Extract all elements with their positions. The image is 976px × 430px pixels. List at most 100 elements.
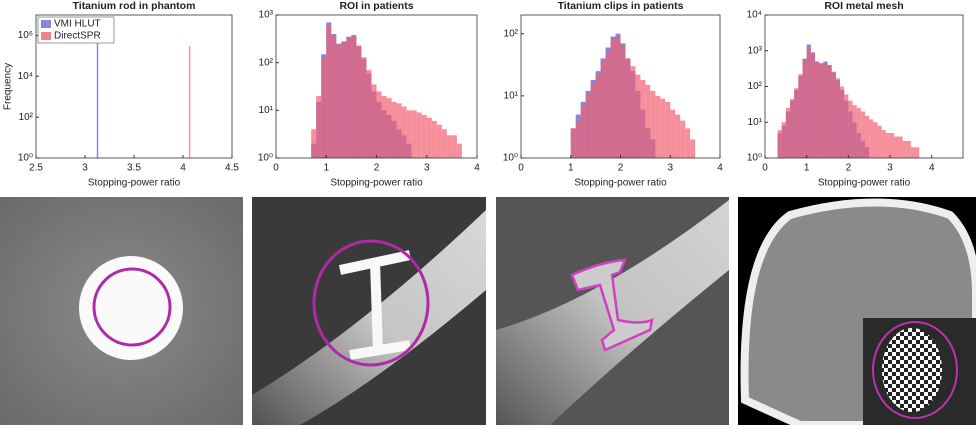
bar [610,39,616,159]
bar [401,106,407,158]
bar [391,101,397,158]
bar [620,45,626,159]
histogram: 0 1 2 3 4 10⁰ 10¹ 10² Titanium clips in patients… [503,0,723,189]
legend-swatch [41,32,51,40]
bar [910,147,916,158]
x-tick-label: 0 [762,163,768,174]
bar [645,84,651,158]
bar [331,35,337,158]
bar [188,46,191,158]
x-tick-label: 0 [273,163,279,174]
bar [860,111,866,158]
bar [675,114,681,158]
bar [615,36,621,158]
chart-title: Titanium clips in patients [558,0,684,12]
bar [906,140,911,158]
x-tick-label: 1 [323,163,329,174]
bar [827,65,832,158]
bar [665,101,671,158]
x-tick-label: 2 [846,163,852,174]
bar [625,58,631,158]
histogram: 2.5 3 3.5 4 4.5 10⁰ 10² 10⁴ 10⁶ Titanium rod in p… [3,0,240,189]
bar [869,119,874,158]
bar [575,120,581,158]
bar [856,108,861,158]
bar [436,124,442,158]
y-tick-label: 10² [259,57,274,68]
bar [421,114,427,158]
x-tick-label: 3 [667,163,673,174]
roi-contour [872,321,958,419]
bar [915,147,920,158]
bar [341,42,347,158]
bar [311,129,317,158]
bar [590,83,596,158]
bar [336,44,342,159]
ct-images [0,197,976,429]
x-tick-label: 2.5 [29,163,43,174]
y-tick-label: 10¹ [504,90,519,101]
bar [798,74,803,158]
bar [802,60,807,159]
bar [451,135,457,158]
y-tick-label: 10⁴ [747,10,762,21]
bar [351,36,357,158]
chart-title: ROI in patients [339,0,413,12]
bar [831,71,836,158]
bar [595,74,601,158]
bar [650,90,656,158]
x-axis-label: Stopping-power ratio [88,178,181,189]
bar [865,115,870,158]
bar [326,25,332,158]
x-tick-label: 2 [618,163,624,174]
y-tick-label: 10⁰ [503,153,518,164]
bar [376,91,382,158]
bar [806,46,811,158]
x-axis-label: Stopping-power ratio [818,178,911,189]
x-tick-label: 3 [887,163,893,174]
bar [781,122,786,158]
y-tick-label: 10⁰ [747,153,762,164]
chart-title: ROI metal mesh [824,0,903,12]
bar [881,130,886,158]
x-tick-label: 0 [518,163,524,174]
histogram: 0 1 2 3 4 10⁰ 10¹ 10² 10³ ROI in patients Stopping… [258,0,480,189]
clip-contour [570,258,654,352]
y-tick-label: 10² [504,28,519,39]
bar [902,140,907,158]
x-tick-label: 4 [717,163,723,174]
y-tick-label: 10⁴ [18,71,33,82]
bar [777,130,782,158]
bar [655,95,661,158]
bar [630,66,636,158]
bar [361,57,367,158]
bar [96,39,99,158]
bar [386,98,392,158]
bar [371,84,377,158]
x-tick-label: 4 [180,163,186,174]
x-tick-label: 4.5 [225,163,239,174]
bar [894,136,899,158]
y-tick-label: 10¹ [748,117,763,128]
bar [605,52,611,159]
bar [321,57,327,158]
y-tick-label: 10³ [259,10,274,21]
x-axis-label: Stopping-power ratio [330,178,423,189]
x-tick-label: 2 [374,163,380,174]
legend-label: DirectSPR [54,31,101,42]
bar [635,74,641,158]
bar [815,62,820,158]
roi-contour [312,239,430,367]
bar [785,108,791,158]
x-tick-label: 3 [424,163,430,174]
bar [685,128,691,158]
x-tick-label: 4 [929,163,935,174]
bar [406,110,412,158]
bone [252,210,486,425]
bar [898,136,903,158]
bar [819,64,824,158]
bar [600,62,606,158]
bar [840,86,845,158]
y-tick-label: 10³ [748,45,763,56]
